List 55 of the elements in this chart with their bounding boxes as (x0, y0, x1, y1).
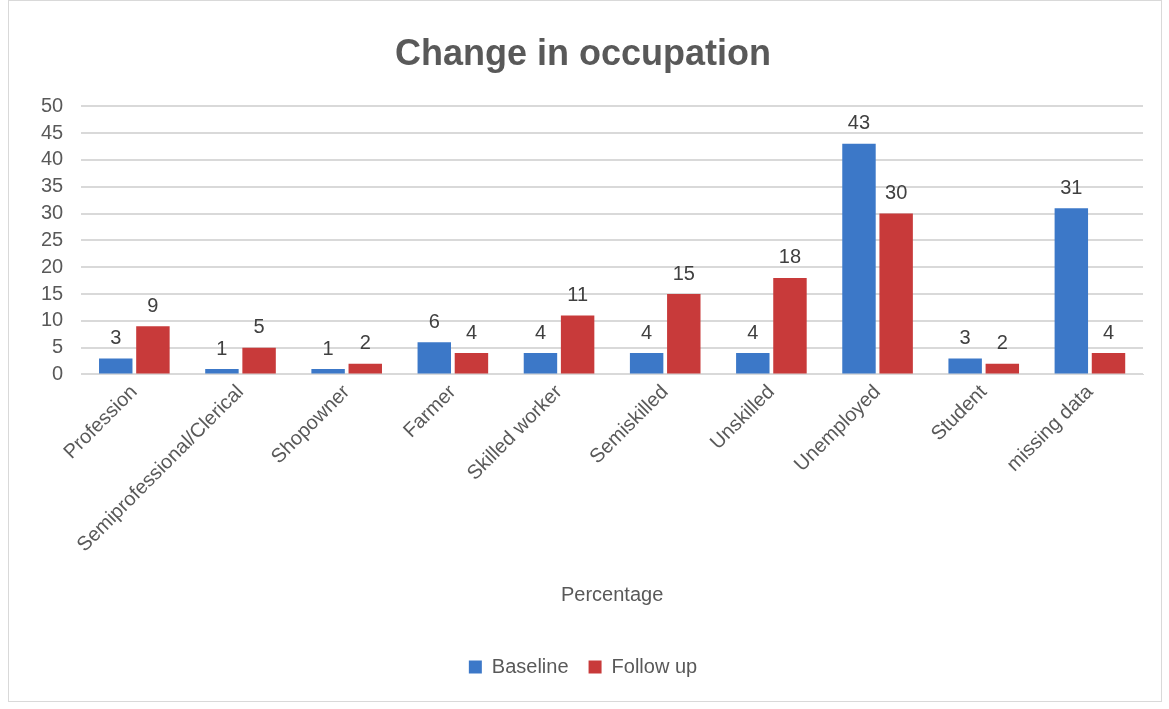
data-label: 1 (322, 336, 334, 359)
data-label: 18 (778, 245, 802, 268)
y-tick-label: 10 (41, 308, 64, 331)
legend-label: Baseline (491, 654, 569, 677)
y-tick-label: 0 (52, 361, 64, 384)
bar (454, 353, 489, 374)
bar (136, 326, 170, 374)
data-label: 15 (672, 261, 695, 284)
y-tick-label: 30 (41, 201, 64, 224)
data-label: 3 (110, 325, 122, 348)
bar (985, 363, 1020, 374)
data-label: 9 (147, 293, 159, 316)
bar (842, 143, 876, 374)
bar (736, 353, 770, 374)
data-label: 2 (359, 331, 371, 354)
y-tick-label: 45 (41, 120, 64, 143)
legend-label: Follow up (611, 654, 698, 677)
y-tick-label: 20 (41, 254, 64, 277)
y-tick-label: 15 (41, 281, 64, 304)
data-label: 11 (567, 282, 588, 305)
bar (348, 363, 382, 374)
y-tick-label: 35 (41, 174, 64, 197)
bar (1091, 353, 1126, 374)
bar (205, 369, 239, 374)
bar (417, 342, 451, 374)
y-tick-label: 25 (41, 227, 64, 250)
bar (242, 347, 276, 374)
data-label: 31 (1060, 175, 1083, 198)
data-label: 43 (847, 111, 871, 134)
x-axis-title: Percentage (560, 582, 664, 605)
bar (311, 369, 345, 374)
data-label: 6 (428, 309, 440, 332)
bar (879, 213, 913, 374)
y-tick-label: 50 (41, 93, 64, 116)
bar (773, 277, 807, 374)
data-label: 4 (1102, 320, 1115, 343)
chart-title: Change in occupation (394, 31, 772, 73)
y-tick-label: 40 (41, 147, 64, 170)
data-label: 4 (641, 320, 653, 343)
data-label: 4 (747, 320, 759, 343)
bar (560, 315, 595, 374)
data-label: 5 (253, 315, 265, 338)
data-label: 2 (996, 331, 1008, 354)
bar (629, 353, 664, 374)
data-label: 4 (534, 320, 547, 343)
data-label: 4 (465, 320, 477, 343)
data-label: 1 (216, 336, 228, 359)
bar (99, 358, 133, 374)
bar (667, 293, 701, 374)
y-tick-label: 5 (52, 335, 64, 358)
data-label: 30 (885, 181, 908, 204)
bar (948, 358, 982, 374)
bar (1054, 208, 1089, 374)
data-label: 3 (959, 325, 971, 348)
bar (523, 353, 558, 374)
